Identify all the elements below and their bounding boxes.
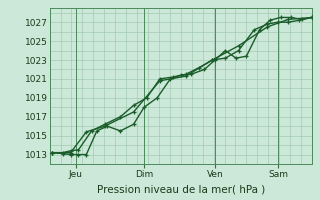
X-axis label: Pression niveau de la mer( hPa ): Pression niveau de la mer( hPa ) <box>97 184 265 194</box>
